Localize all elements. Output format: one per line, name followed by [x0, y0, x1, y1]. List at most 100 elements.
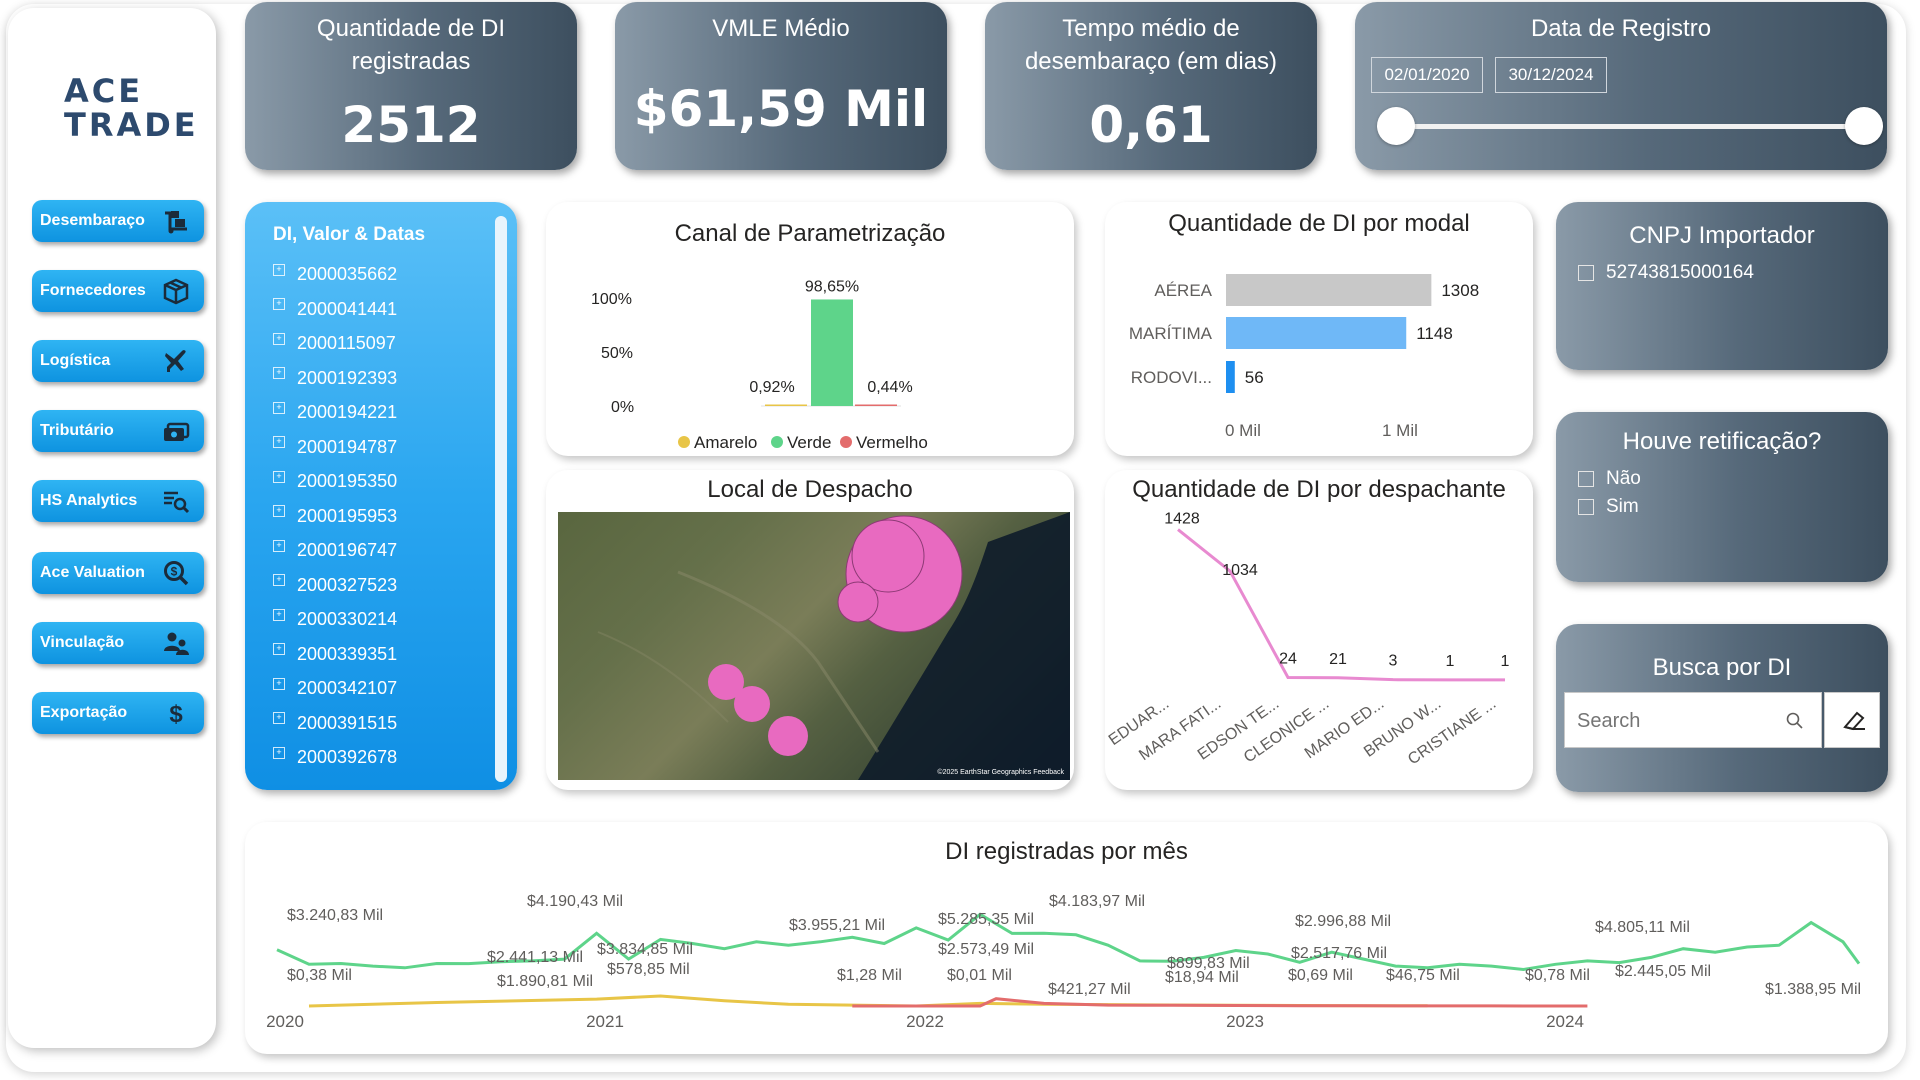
di-list-item[interactable]: +2000035662: [273, 263, 398, 285]
date-range-slicer: Data de Registro 02/01/2020 30/12/2024: [1355, 2, 1887, 170]
data-label: 24: [1279, 650, 1297, 667]
map-bubble[interactable]: [734, 686, 770, 722]
di-list-item[interactable]: +2000391515: [273, 712, 397, 734]
map-bubble[interactable]: [851, 519, 925, 593]
checkbox[interactable]: [1578, 499, 1594, 515]
nav-vinculacao-button[interactable]: Vinculação: [32, 622, 204, 664]
xtick-label: 2023: [1226, 1012, 1264, 1031]
bar-vermelho[interactable]: [855, 404, 897, 407]
data-label: $2.996,88 Mil: [1295, 913, 1391, 930]
di-list-item[interactable]: +2000339351: [273, 643, 397, 665]
checkbox[interactable]: [1578, 265, 1594, 281]
map-bubble[interactable]: [837, 581, 879, 623]
slicer-title: CNPJ Importador: [1629, 222, 1815, 249]
search-icon[interactable]: [1785, 711, 1805, 731]
di-list-item[interactable]: +2000041441: [273, 298, 397, 320]
di-number: 2000342107: [297, 678, 398, 698]
retificacao-option-sim[interactable]: Sim: [1578, 496, 1639, 518]
eraser-button[interactable]: [1824, 692, 1880, 748]
expand-icon[interactable]: +: [273, 643, 285, 655]
nav-ace-valuation-button[interactable]: Ace Valuation $: [32, 552, 204, 594]
expand-icon[interactable]: +: [273, 332, 285, 345]
bar-aerea[interactable]: [1226, 274, 1432, 306]
di-list-item[interactable]: +2000392678: [273, 746, 397, 768]
expand-icon[interactable]: +: [273, 367, 285, 379]
di-list-item[interactable]: +2000195350: [273, 470, 397, 492]
search-input[interactable]: [1575, 705, 1779, 737]
expand-icon[interactable]: +: [273, 712, 285, 724]
bar-maritima[interactable]: [1226, 317, 1407, 349]
date-slider-end-handle[interactable]: [1845, 107, 1883, 145]
xtick-label: 2022: [906, 1012, 944, 1031]
map-bubble[interactable]: [708, 664, 744, 700]
modal-chart: AÉREA MARÍTIMA RODOVI... 1308 1148 56 0 …: [1129, 274, 1479, 440]
expand-icon[interactable]: +: [273, 574, 285, 586]
expand-icon[interactable]: +: [273, 505, 285, 517]
monthly-chart: 2020 2021 2022 2023 2024 $3.240,83 Mil $0,38 M…: [266, 893, 1861, 1031]
di-number: 2000035662: [297, 264, 398, 284]
nav-desembaraco-button[interactable]: Desembaraço: [32, 200, 204, 242]
expand-icon[interactable]: +: [273, 470, 285, 483]
expand-icon[interactable]: +: [273, 677, 285, 690]
svg-text:$: $: [169, 701, 183, 727]
di-list-item[interactable]: +2000115097: [273, 332, 396, 354]
data-label: $1,28 Mil: [837, 967, 902, 984]
map-bubble[interactable]: [768, 716, 808, 756]
expand-icon[interactable]: +: [273, 401, 285, 414]
map-attribution[interactable]: ©2025 EarthStar Geographics Feedback: [937, 769, 1064, 776]
xtick-label: 1 Mil: [1382, 421, 1418, 440]
di-list-item[interactable]: +2000195953: [273, 505, 398, 527]
di-list-item[interactable]: +2000330214: [273, 608, 397, 630]
nav-logistica-button[interactable]: Logística: [32, 340, 204, 382]
svg-text:$: $: [171, 565, 178, 579]
expand-icon[interactable]: +: [273, 746, 285, 759]
data-label: $4.183,97 Mil: [1049, 893, 1145, 910]
legend-label[interactable]: Vermelho: [856, 433, 928, 452]
data-label: 1428: [1164, 511, 1200, 528]
expand-icon[interactable]: +: [273, 608, 285, 621]
date-slider-start-handle[interactable]: [1377, 107, 1415, 145]
end-date-input[interactable]: 30/12/2024: [1495, 57, 1607, 93]
legend-label[interactable]: Amarelo: [694, 433, 757, 452]
data-label: 1308: [1441, 281, 1479, 300]
data-label: $5.285,35 Mil: [938, 911, 1034, 928]
data-label: 1034: [1222, 562, 1258, 579]
expand-icon[interactable]: +: [273, 298, 285, 310]
di-list-item[interactable]: +2000327523: [273, 574, 397, 596]
di-number: 2000195953: [297, 505, 398, 526]
money-bill-icon: [164, 422, 190, 441]
checkbox[interactable]: [1578, 471, 1594, 487]
di-list-item[interactable]: +2000342107: [273, 677, 398, 699]
legend-label[interactable]: Verde: [787, 433, 831, 452]
bar-rodoviaria[interactable]: [1226, 361, 1235, 393]
map[interactable]: ©2025 EarthStar Geographics Feedback: [558, 512, 1070, 780]
kpi-value: 2512: [341, 96, 481, 154]
di-list-item[interactable]: +2000194787: [273, 436, 398, 458]
di-list-item[interactable]: +2000192393: [273, 367, 397, 389]
di-list-scrollbar[interactable]: [495, 216, 507, 782]
nav-label: Ace Valuation: [40, 564, 145, 581]
nav-exportacao-button[interactable]: Exportação $: [32, 692, 204, 734]
di-list-item[interactable]: +2000194221: [273, 401, 397, 423]
bar-verde[interactable]: [811, 299, 853, 406]
expand-icon[interactable]: +: [273, 436, 285, 448]
legend-marker-vermelho: [840, 436, 852, 448]
scroll-thumb[interactable]: [495, 216, 507, 782]
nav-hs-analytics-button[interactable]: HS Analytics: [32, 480, 204, 522]
di-number: 2000194787: [297, 436, 398, 457]
nav-fornecedores-button[interactable]: Fornecedores: [32, 270, 204, 312]
monthly-chart-card: DI registradas por mês 2020 2021 2022 2023 2…: [245, 822, 1888, 1054]
retificacao-option-nao[interactable]: Não: [1578, 468, 1641, 490]
bar-amarelo[interactable]: [765, 404, 807, 407]
data-label: 98,65%: [805, 278, 859, 295]
cnpj-option[interactable]: 52743815000164: [1578, 262, 1754, 284]
search-box: [1564, 692, 1822, 748]
di-list-item[interactable]: +2000196747: [273, 539, 397, 561]
legend-marker-amarelo: [678, 436, 690, 448]
airplane-icon: [165, 350, 186, 372]
chart-title: DI registradas por mês: [945, 838, 1188, 865]
start-date-input[interactable]: 02/01/2020: [1371, 57, 1483, 93]
expand-icon[interactable]: +: [273, 263, 285, 276]
nav-tributario-button[interactable]: Tributário: [32, 410, 204, 452]
expand-icon[interactable]: +: [273, 539, 285, 552]
